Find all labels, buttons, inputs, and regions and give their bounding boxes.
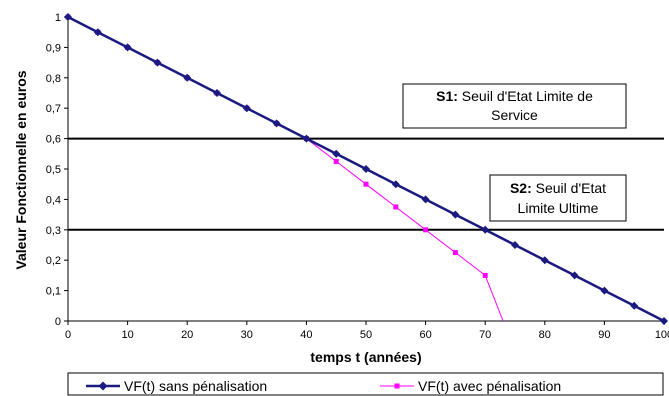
x-tick-label: 50: [360, 329, 372, 341]
legend-label-series-1: VF(t) sans pénalisation: [124, 378, 267, 394]
y-tick-label: 0,3: [46, 225, 61, 237]
y-tick-label: 0,8: [46, 73, 61, 85]
y-tick-label: 0,1: [46, 286, 61, 298]
s1-label-line2: Service: [491, 107, 538, 123]
series-1-point: [123, 43, 132, 52]
series-1-point: [332, 149, 341, 158]
x-tick-label: 90: [598, 329, 610, 341]
series-1-point: [391, 180, 400, 189]
x-tick-label: 70: [479, 329, 491, 341]
x-tick-label: 80: [539, 329, 551, 341]
series-2-point: [452, 250, 458, 256]
y-tick-label: 0,2: [46, 255, 61, 267]
y-tick-label: 0: [55, 316, 61, 328]
svg-text:S1: Seuil d'Etat Limite de: S1: Seuil d'Etat Limite de: [436, 88, 593, 104]
legend-marker-series-1: [98, 381, 108, 391]
x-tick-label: 100: [655, 329, 669, 341]
s2-label-bold: S2:: [510, 180, 532, 196]
series-1-point: [153, 58, 162, 67]
y-tick-label: 1: [55, 12, 61, 24]
s2-label-line2: Limite Ultime: [518, 200, 599, 216]
s2-annotation: S2: Seuil d'Etat Limite Ultime: [489, 174, 627, 222]
legend-marker-series-2: [394, 383, 400, 389]
series-1-point: [511, 241, 519, 249]
legend-label-series-2: VF(t) avec pénalisation: [418, 378, 561, 394]
x-ticks: 0 10 20 30 40 50 60 70 80 90 100: [65, 321, 669, 341]
s2-annotation-box: [489, 174, 627, 222]
series-2-point: [363, 181, 369, 187]
s1-label-bold: S1:: [436, 88, 458, 104]
series-1-point: [540, 256, 549, 265]
series-1-point: [93, 28, 102, 37]
s1-annotation: S1: Seuil d'Etat Limite de Service: [402, 83, 627, 129]
series-1-point: [242, 104, 251, 113]
series-1-point: [600, 286, 609, 295]
x-tick-label: 30: [241, 329, 253, 341]
series-2-point: [393, 204, 399, 210]
s1-annotation-box: [402, 83, 627, 129]
series-1-point: [451, 210, 460, 219]
series-1-point: [362, 165, 370, 173]
y-ticks: 0 0,1 0,2 0,3 0,4 0,5 0,6 0,7 0,8 0,9 1: [46, 12, 68, 328]
x-tick-label: 60: [419, 329, 431, 341]
series-1-point: [272, 119, 281, 128]
y-tick-label: 0,6: [46, 134, 61, 146]
series-1-point: [481, 225, 490, 234]
series-1-point: [570, 271, 579, 280]
series-1-point: [213, 89, 221, 97]
legend-box: [67, 372, 664, 396]
x-tick-label: 20: [181, 329, 193, 341]
x-tick-label: 0: [65, 329, 71, 341]
series-1: [64, 13, 668, 325]
series-1-point: [302, 134, 311, 143]
s2-label-line1: Seuil d'Etat: [532, 180, 606, 196]
svg-text:S2: Seuil d'Etat: S2: Seuil d'Etat: [510, 180, 606, 196]
s1-label-line1: Seuil d'Etat Limite de: [458, 88, 593, 104]
y-tick-label: 0,5: [46, 164, 61, 176]
series-2-point: [482, 272, 488, 278]
y-tick-label: 0,7: [46, 103, 61, 115]
threshold-lines: [68, 137, 664, 231]
series-1-point: [630, 301, 639, 310]
x-tick-label: 40: [300, 329, 312, 341]
y-tick-label: 0,4: [46, 194, 61, 206]
series-layer: [64, 13, 668, 325]
y-tick-label: 0,9: [46, 42, 61, 54]
series-2: [65, 14, 504, 322]
series-1-point: [660, 317, 668, 325]
series-2-point: [333, 158, 339, 164]
series-1-point: [183, 73, 192, 82]
series-1-point: [421, 195, 430, 204]
legend: VF(t) sans pénalisation VF(t) avec pénal…: [67, 372, 664, 396]
x-axis-title: temps t (années): [310, 349, 421, 365]
series-2-line: [67, 16, 504, 322]
y-axis-title: Valeur Fonctionnelle en euros: [13, 70, 29, 269]
series-2-point: [423, 227, 429, 233]
series-1-point: [64, 13, 72, 21]
x-tick-label: 10: [121, 329, 133, 341]
